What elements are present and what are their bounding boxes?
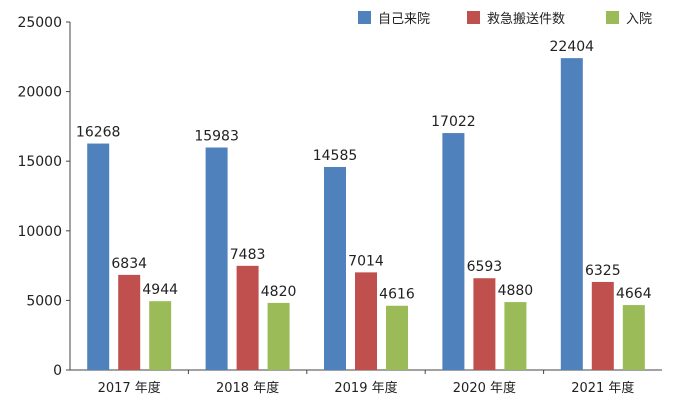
bar [473,278,496,370]
data-label: 22404 [550,39,595,55]
bar [386,305,408,370]
data-label: 15983 [194,129,239,145]
y-axis: 0 5000 10000 15000 20000 25000 [17,15,71,379]
legend-label: 自己来院 [378,12,430,27]
bar [267,302,290,370]
bar [504,302,527,370]
bar [149,301,172,370]
data-label: 17022 [431,114,476,130]
legend-swatch [467,11,480,24]
data-label: 4944 [142,282,178,298]
legend-swatch [358,11,371,24]
legend: 自己来院 救急搬送件数 入院 [358,11,652,27]
data-label: 4616 [379,287,415,303]
data-label: 7483 [230,247,266,263]
data-label: 7014 [348,253,384,269]
data-label: 14585 [313,148,358,164]
legend-swatch [606,11,619,24]
legend-label: 入院 [626,12,652,27]
data-label: 6593 [467,259,503,275]
data-label: 4820 [261,284,297,300]
x-tick-label: 2020 年度 [453,380,516,396]
x-tick-label: 2017 年度 [98,380,161,396]
data-labels: 16268 6834 4944 15983 7483 4820 14585 7014 4616 1… [76,39,652,303]
y-tick-label: 15000 [17,154,62,170]
bar [622,305,645,370]
legend-label: 救急搬送件数 [487,11,565,27]
bar [118,274,141,370]
y-tick-label: 0 [53,363,62,379]
y-tick-label: 25000 [17,15,62,31]
bar [205,147,228,370]
bar [324,166,346,370]
x-tick-label: 2019 年度 [334,380,397,396]
y-tick-label: 10000 [17,224,62,240]
data-label: 16268 [76,125,121,141]
bar [591,281,614,370]
data-label: 4880 [498,283,534,299]
bar [355,272,377,370]
y-tick-label: 20000 [17,85,62,101]
bar [236,265,259,370]
data-label: 6325 [585,263,621,279]
bar [87,143,110,370]
data-label: 4664 [616,286,652,302]
x-tick-label: 2021 年度 [571,380,634,396]
x-axis: 2017 年度 2018 年度 2019 年度 2020 年度 2021 年度 [70,369,662,396]
bars [87,58,645,370]
x-tick-label: 2018 年度 [216,380,279,396]
bar [442,133,465,370]
y-tick-label: 5000 [26,293,62,309]
bar [560,58,583,370]
data-label: 6834 [111,256,147,272]
